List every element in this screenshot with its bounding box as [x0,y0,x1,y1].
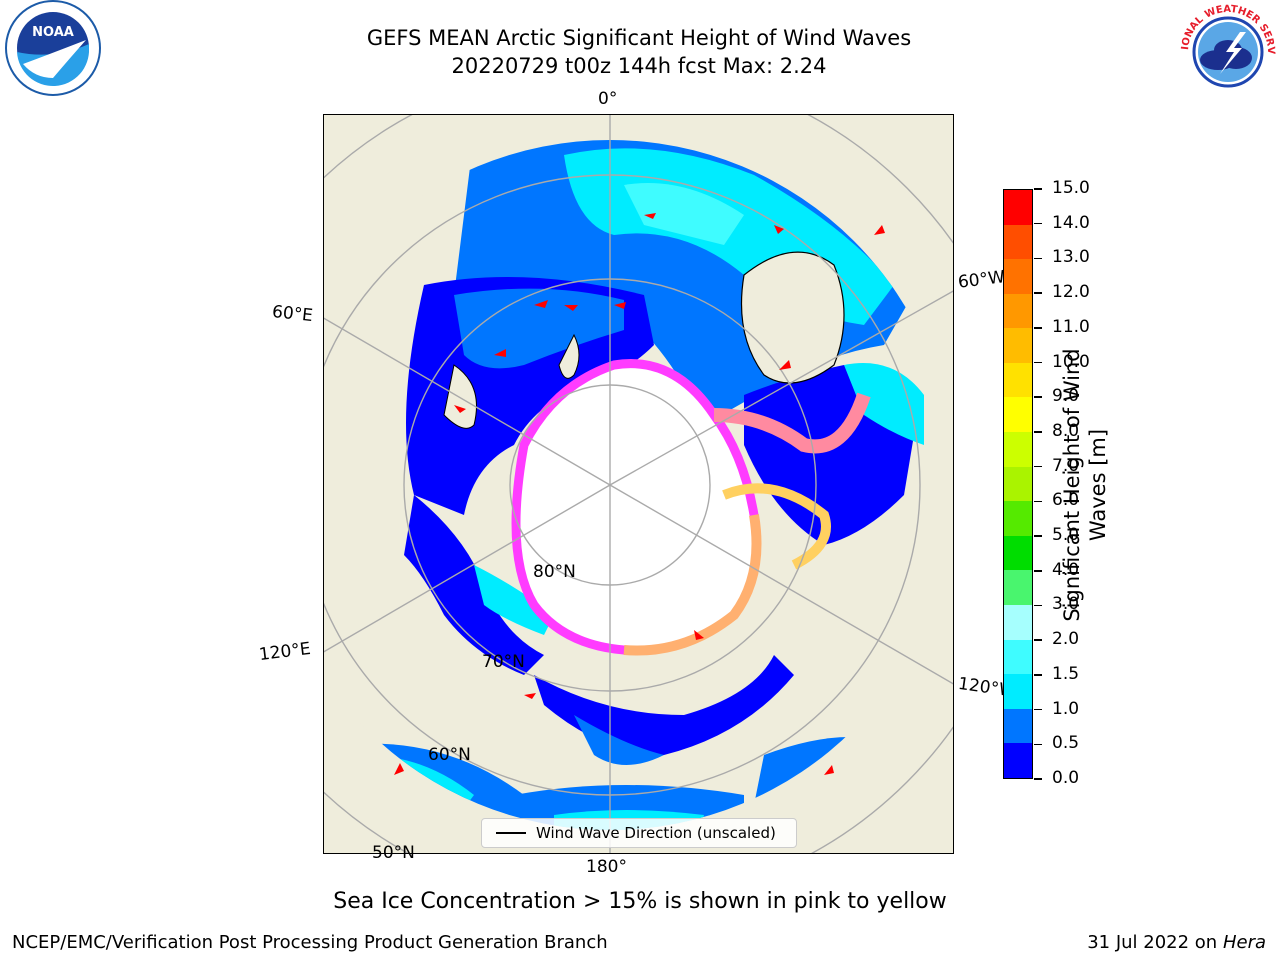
lon-label-180: 180° [586,857,627,877]
colorbar-tick-label: 10.0 [1052,351,1090,372]
ocean-no-data-ne [924,140,953,275]
colorbar-segment [1004,501,1032,536]
colorbar-segment [1004,189,1032,225]
colorbar-segment [1004,466,1032,502]
colorbar-segment [1004,708,1032,744]
nws-logo: NATIONAL WEATHER SERVICE [1174,0,1278,102]
chart-title: GEFS MEAN Arctic Significant Height of W… [366,26,912,50]
colorbar-tick [1034,465,1042,468]
land-greenland [740,251,845,384]
colorbar-tick [1034,431,1042,433]
wind-arrows [394,213,885,775]
colorbar-segment [1004,293,1032,329]
colorbar-tick-label: 2.0 [1052,629,1080,650]
colorbar-segment [1004,397,1032,433]
lon-label-120e: 120°E [257,638,312,666]
wave-zone-laptev [404,495,544,675]
noaa-logo-text: NOAA [32,25,74,40]
colorbar [1003,189,1033,779]
lon-label-120w: 120°W [956,673,1006,701]
colorbar-tick-label: 12.0 [1052,282,1090,303]
footer-date: 31 Jul 2022 on Hera [1087,932,1266,953]
colorbar-segment [1004,535,1032,571]
colorbar-tick-label: 9.0 [1052,386,1080,407]
colorbar-tick-label: 3.0 [1052,594,1080,615]
colorbar-tick [1034,570,1042,572]
colorbar-segment [1004,639,1032,675]
colorbar-segment [1004,605,1032,640]
map-legend: Wind Wave Direction (unscaled) [481,818,797,848]
colorbar-tick [1034,604,1042,607]
lat-label-70n: 70°N [482,652,525,672]
colorbar-tick [1034,778,1042,780]
colorbar-segment [1004,328,1032,363]
polar-map [323,114,954,854]
ice-caption: Sea Ice Concentration > 15% is shown in … [333,889,947,914]
colorbar-tick [1034,500,1042,503]
colorbar-tick-label: 0.0 [1052,768,1080,788]
lon-label-60w: 60°W [956,267,1006,293]
lat-label-80n: 80°N [533,562,576,582]
sea-ice-archipelago [713,392,871,454]
colorbar-segment [1004,362,1032,398]
footer-date-text: 31 Jul 2022 on [1087,932,1223,953]
colorbar-tick-label: 0.5 [1052,733,1080,754]
lon-label-0: 0° [598,89,618,109]
colorbar-tick [1034,292,1042,294]
colorbar-tick [1034,639,1042,641]
colorbar-segment [1004,432,1032,467]
colorbar-tick-label: 1.5 [1052,663,1080,684]
colorbar-tick-label: 7.0 [1052,455,1080,476]
lat-label-60n: 60°N [428,745,471,765]
colorbar-tick [1034,743,1042,746]
colorbar-tick-label: 15.0 [1052,178,1090,198]
wave-zone-atlantic-higher [624,183,744,245]
footer-org: NCEP/EMC/Verification Post Processing Pr… [12,932,608,953]
colorbar-tick [1034,674,1042,676]
colorbar-segment [1004,259,1032,294]
colorbar-tick-label: 14.0 [1052,212,1090,233]
graticule [324,115,953,853]
colorbar-tick-label: 11.0 [1052,316,1090,337]
colorbar-tick [1034,222,1042,225]
legend-line-swatch [496,832,526,834]
noaa-logo: NOAA [0,0,106,100]
colorbar-tick-label: 8.0 [1052,420,1080,441]
legend-label: Wind Wave Direction (unscaled) [536,824,776,842]
chart-subtitle: 20220729 t00z 144h fcst Max: 2.24 [451,54,827,78]
lon-label-60e: 60°E [271,301,314,327]
lat-label-50n: 50°N [372,843,415,863]
colorbar-tick [1034,396,1042,398]
colorbar-tick [1034,188,1042,190]
colorbar-segment [1004,743,1032,778]
colorbar-tick [1034,708,1042,711]
colorbar-tick-label: 4.0 [1052,559,1080,580]
colorbar-segment [1004,224,1032,260]
colorbar-tick [1034,535,1042,537]
colorbar-tick-label: 6.0 [1052,490,1080,511]
footer-host: Hera [1222,932,1266,953]
colorbar-segment [1004,674,1032,709]
sea-ice-edge-canada [623,514,762,656]
colorbar-tick-label: 5.0 [1052,525,1080,546]
colorbar-segment [1004,570,1032,606]
colorbar-tick [1034,361,1042,364]
colorbar-tick-label: 13.0 [1052,247,1090,268]
colorbar-tick [1034,327,1042,329]
colorbar-tick-label: 1.0 [1052,698,1080,719]
colorbar-tick [1034,257,1042,260]
colorbar-title: Significant Height of Wind Waves [m] [1060,348,1110,622]
ocean-no-data-sw [324,735,404,830]
